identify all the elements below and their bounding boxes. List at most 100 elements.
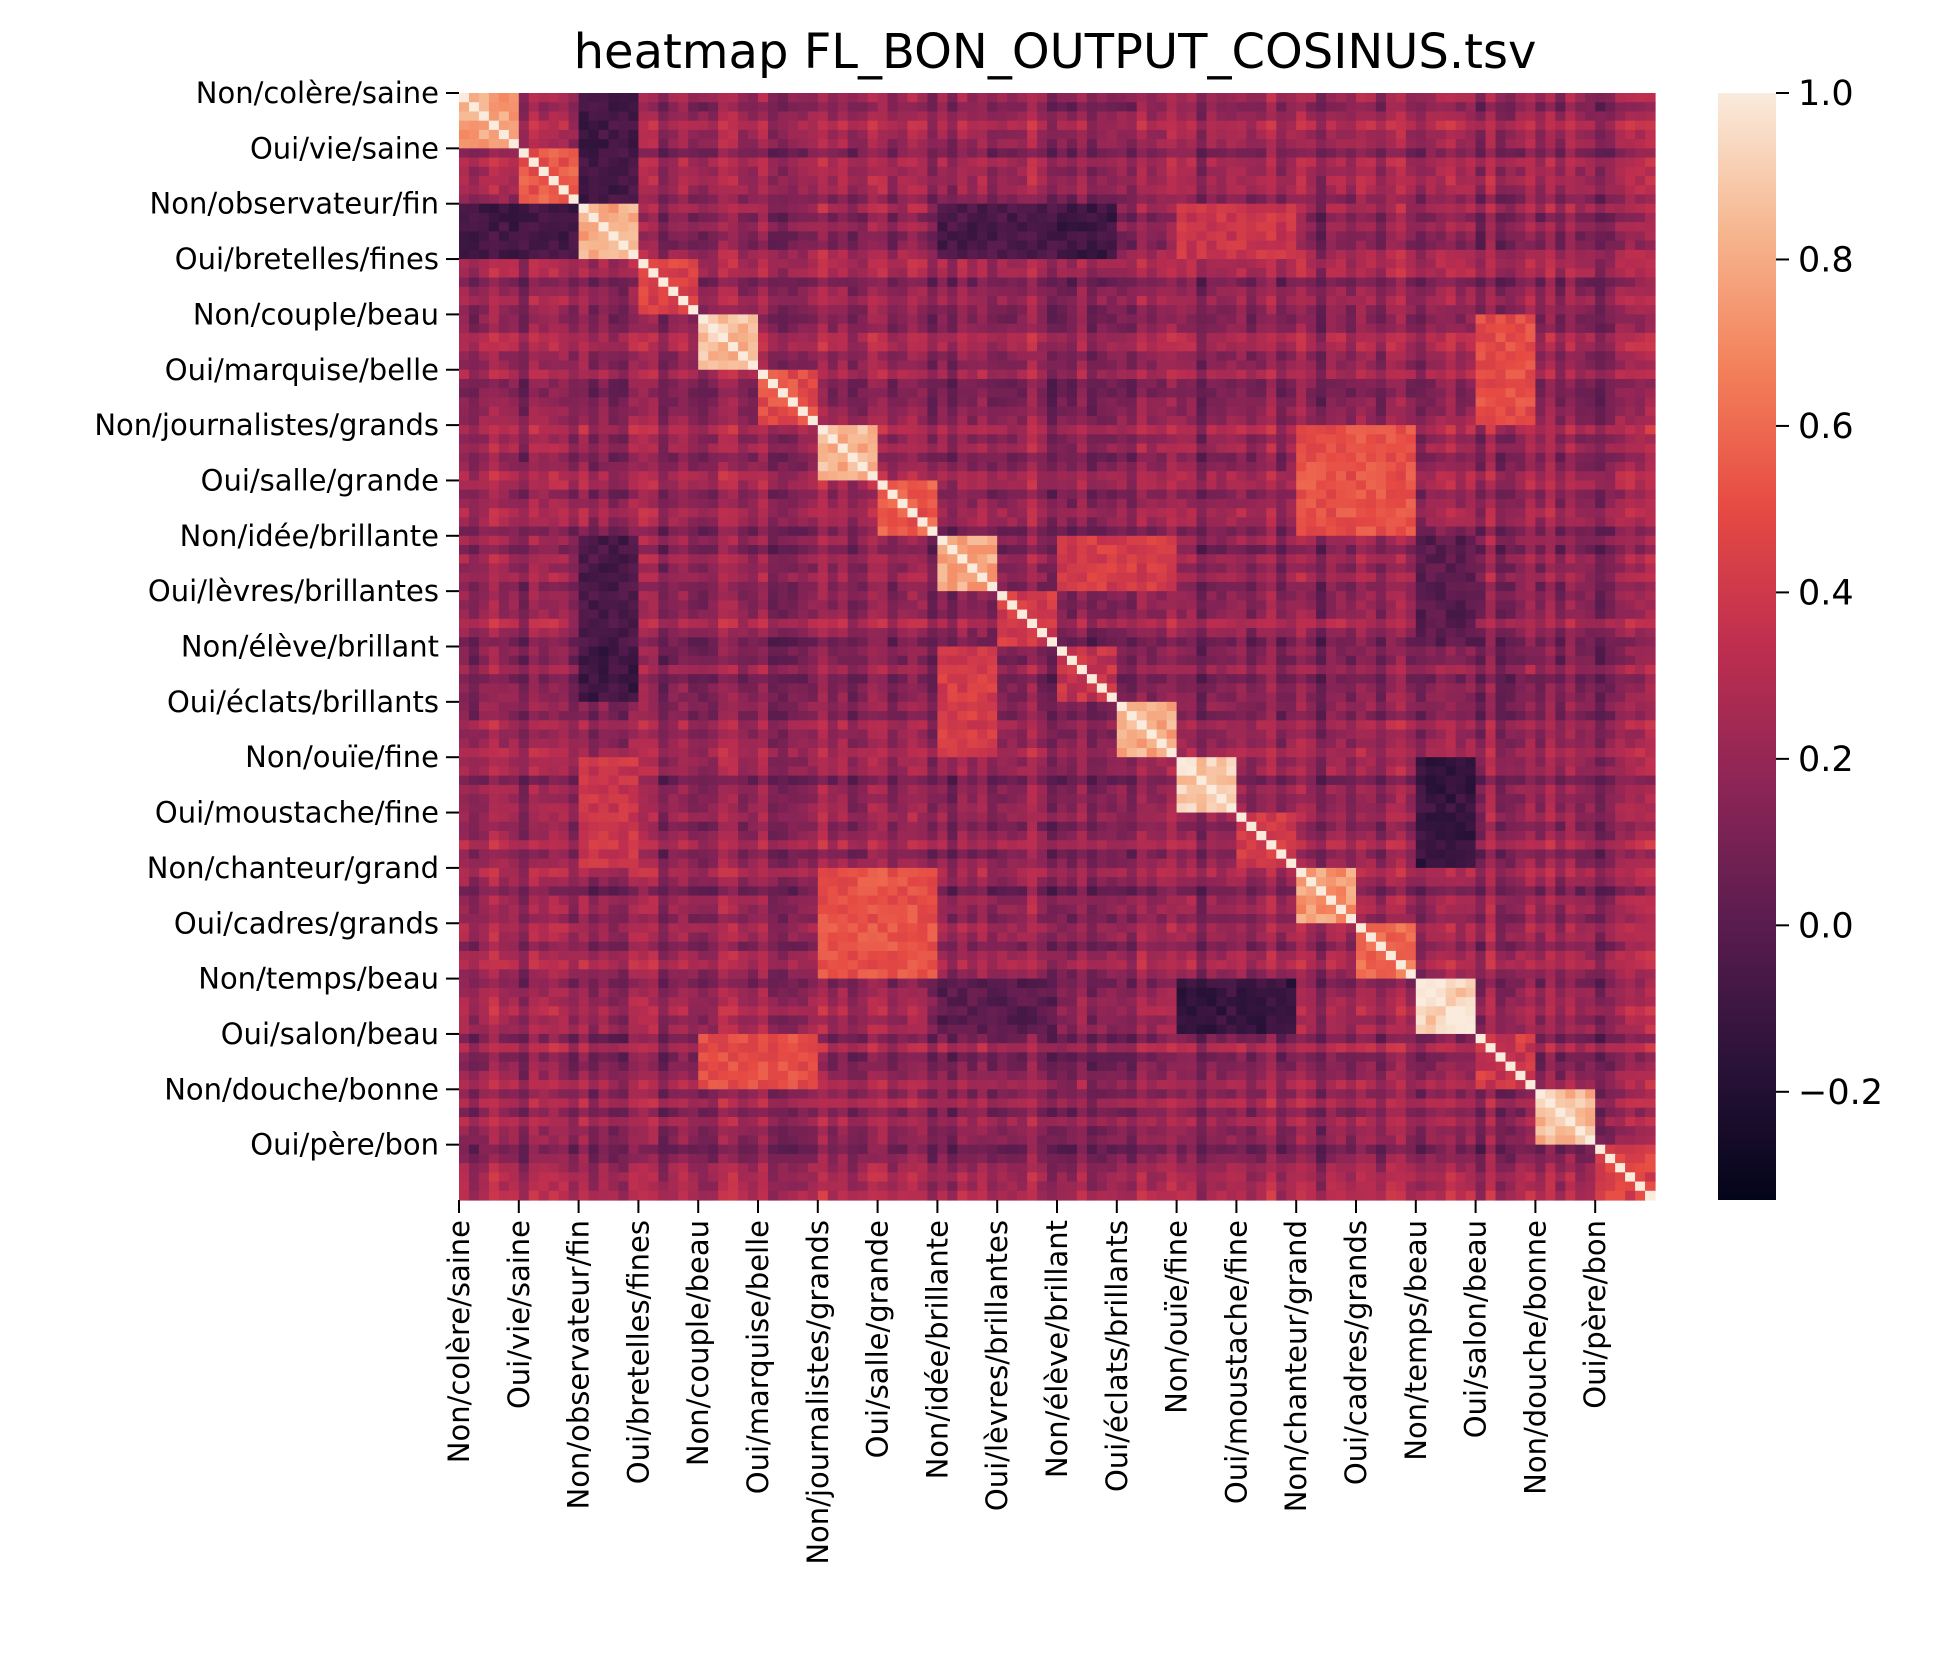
heatmap-cell (1186, 323, 1198, 334)
heatmap-cell (1037, 222, 1048, 232)
heatmap-cell (1615, 194, 1626, 205)
heatmap-cell (1585, 148, 1596, 159)
heatmap-cell (1086, 166, 1098, 177)
heatmap-cell (508, 102, 520, 113)
heatmap-cell (857, 231, 869, 242)
heatmap-cell (1545, 406, 1556, 417)
heatmap-cell (638, 231, 649, 242)
heatmap-cell (1375, 388, 1387, 399)
heatmap-cell (608, 471, 620, 482)
heatmap-cell (847, 471, 859, 482)
heatmap-cell (1605, 314, 1616, 325)
heatmap-cell (608, 295, 620, 306)
heatmap-cell (588, 443, 600, 454)
heatmap-cell (897, 323, 909, 334)
heatmap-cell (1146, 102, 1158, 113)
heatmap-cell (847, 332, 859, 343)
heatmap-cell (1047, 295, 1058, 306)
heatmap-cell (598, 314, 610, 325)
heatmap-cell (1007, 388, 1018, 399)
heatmap-cell (468, 139, 480, 149)
heatmap-cell (807, 259, 819, 269)
heatmap-cell (1585, 351, 1596, 362)
heatmap-cell (1286, 378, 1297, 389)
heatmap-cell (1435, 360, 1447, 371)
heatmap-cell (1316, 259, 1327, 269)
heatmap-cell (508, 360, 520, 371)
heatmap-cell (1246, 332, 1257, 343)
heatmap-cell (598, 415, 610, 426)
heatmap-cell (1206, 342, 1218, 352)
heatmap-cell (1505, 268, 1517, 279)
heatmap-cell (1296, 378, 1307, 389)
heatmap-cell (1555, 176, 1566, 186)
heatmap-cell (728, 452, 739, 463)
heatmap-cell (698, 120, 709, 131)
heatmap-cell (1515, 139, 1527, 149)
heatmap-cell (1395, 295, 1407, 306)
heatmap-cell (1375, 406, 1387, 417)
heatmap-cell (1455, 157, 1467, 168)
heatmap-cell (1326, 286, 1337, 297)
heatmap-cell (1017, 139, 1028, 149)
heatmap-cell (1126, 286, 1138, 297)
heatmap-cell (598, 434, 610, 445)
heatmap-cell (1126, 452, 1138, 463)
heatmap-cell (787, 203, 799, 214)
heatmap-cell (1206, 332, 1218, 343)
heatmap-cell (738, 378, 749, 389)
heatmap-cell (1256, 342, 1267, 352)
heatmap-cell (1535, 176, 1546, 186)
heatmap-cell (1176, 342, 1188, 352)
heatmap-cell (857, 148, 869, 159)
heatmap-cell (1495, 415, 1507, 426)
heatmap-cell (578, 203, 590, 214)
heatmap-cell (518, 314, 530, 325)
heatmap-cell (877, 415, 889, 426)
heatmap-cell (887, 462, 899, 472)
heatmap-cell (857, 397, 869, 408)
heatmap-cell (678, 305, 689, 315)
heatmap-cell (1385, 185, 1397, 196)
heatmap-cell (528, 93, 540, 103)
heatmap-cell (1047, 452, 1058, 463)
heatmap-cell (558, 139, 570, 149)
heatmap-cell (459, 286, 470, 297)
heatmap-cell (1306, 231, 1317, 242)
heatmap-cell (907, 342, 919, 352)
heatmap-cell (1395, 323, 1407, 334)
heatmap-cell (1645, 323, 1656, 334)
heatmap-cell (1505, 212, 1517, 223)
heatmap-cell (1106, 360, 1118, 371)
heatmap-cell (1375, 314, 1387, 325)
heatmap-cell (468, 452, 480, 463)
heatmap-cell (1226, 249, 1237, 260)
heatmap-cell (1575, 323, 1586, 334)
heatmap-cell (797, 388, 809, 399)
heatmap-cell (867, 425, 879, 435)
heatmap-cell (668, 166, 679, 177)
heatmap-cell (758, 388, 769, 399)
heatmap-cell (1306, 323, 1317, 334)
heatmap-cell (1007, 425, 1018, 435)
heatmap-cell (459, 434, 470, 445)
heatmap-cell (1106, 462, 1118, 472)
heatmap-cell (1525, 185, 1536, 196)
heatmap-cell (608, 93, 620, 103)
heatmap-cell (1545, 305, 1556, 315)
heatmap-cell (1216, 378, 1228, 389)
heatmap-cell (1485, 231, 1497, 242)
heatmap-cell (758, 203, 769, 214)
heatmap-cell (1545, 222, 1556, 232)
heatmap-cell (598, 249, 610, 260)
heatmap-cell (797, 425, 809, 435)
heatmap-cell (787, 157, 799, 168)
heatmap-cell (1435, 194, 1447, 205)
heatmap-cell (1525, 323, 1536, 334)
heatmap-cell (488, 194, 500, 205)
heatmap-cell (1455, 277, 1467, 288)
heatmap-cell (1017, 157, 1028, 168)
heatmap-cell (1525, 249, 1536, 260)
heatmap-cell (1435, 443, 1447, 454)
heatmap-cell (817, 351, 829, 362)
